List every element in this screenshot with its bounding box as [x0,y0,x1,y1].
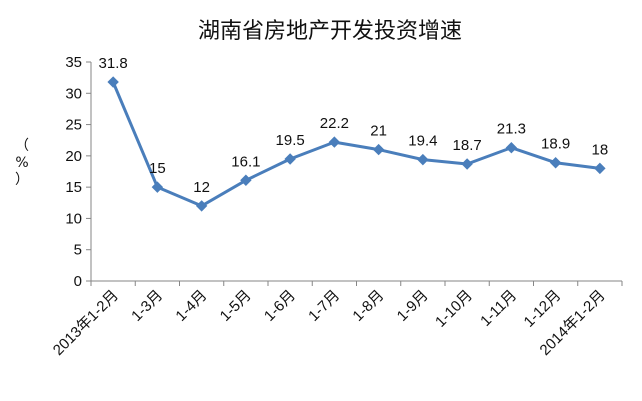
x-tick-label: 1-9月 [394,287,432,325]
x-tick-label: 2013年1-2月 [50,287,122,359]
data-label: 15 [149,160,166,177]
x-tick-label: 1-4月 [172,287,210,325]
x-tick-label: 1-7月 [305,287,343,325]
data-point-marker [107,76,119,88]
data-label: 18.7 [453,137,482,154]
x-tick-label: 1-12月 [521,287,565,331]
series-group [107,76,606,212]
y-axis-label-group: （%） [15,138,29,188]
y-tick-label: 25 [65,117,82,134]
y-tick-label: 10 [65,210,82,227]
data-point-marker [240,174,252,186]
y-ticks: 0 5 10 15 20 25 30 35 [65,54,91,290]
data-label: 19.5 [276,132,305,149]
data-label: 18.9 [541,136,570,153]
data-label: 16.1 [231,153,260,170]
x-tick-label: 1-11月 [477,287,520,330]
y-tick-label: 20 [65,148,82,165]
series-line [111,81,601,208]
data-point-marker [372,143,385,156]
data-label: 21.3 [497,121,526,138]
x-tick-label: 1-5月 [217,287,255,325]
x-tick-label: 1-3月 [128,287,166,325]
x-ticks: 2013年1-2月 1-3月 1-4月 1-5月 1-6月 1-7月 1-8月 1-9月 1-1… [50,281,623,359]
data-label: 22.2 [320,115,349,132]
y-axis-label: （%） [15,138,29,188]
data-point-marker [328,136,341,148]
x-tick-label: 1-6月 [261,287,299,325]
data-point-marker [594,162,606,175]
y-tick-label: 0 [74,273,82,290]
data-point-marker [195,200,208,212]
axes [90,62,622,282]
x-tick-label: 1-8月 [349,287,387,325]
chart-title: 湖南省房地产开发投资增速 [198,19,462,44]
y-tick-label: 30 [65,85,82,102]
x-tick-label: 1-10月 [432,287,476,331]
data-point-marker [417,153,429,166]
data-point-marker [284,153,296,165]
data-point-marker [461,158,473,170]
data-label: 18 [592,141,609,158]
data-label: 21 [370,123,387,140]
y-tick-label: 35 [65,54,82,71]
data-labels: 31.8 15 12 16.1 19.5 22.2 21 19.4 18.7 21.3 18.9 18 [99,55,609,196]
data-point-marker [151,181,164,193]
data-label: 12 [193,179,210,196]
data-point-marker [505,142,518,154]
y-tick-label: 15 [65,179,82,196]
data-label: 19.4 [408,133,437,150]
data-label: 31.8 [99,55,128,72]
data-point-marker [549,157,562,169]
y-tick-label: 5 [74,242,82,259]
